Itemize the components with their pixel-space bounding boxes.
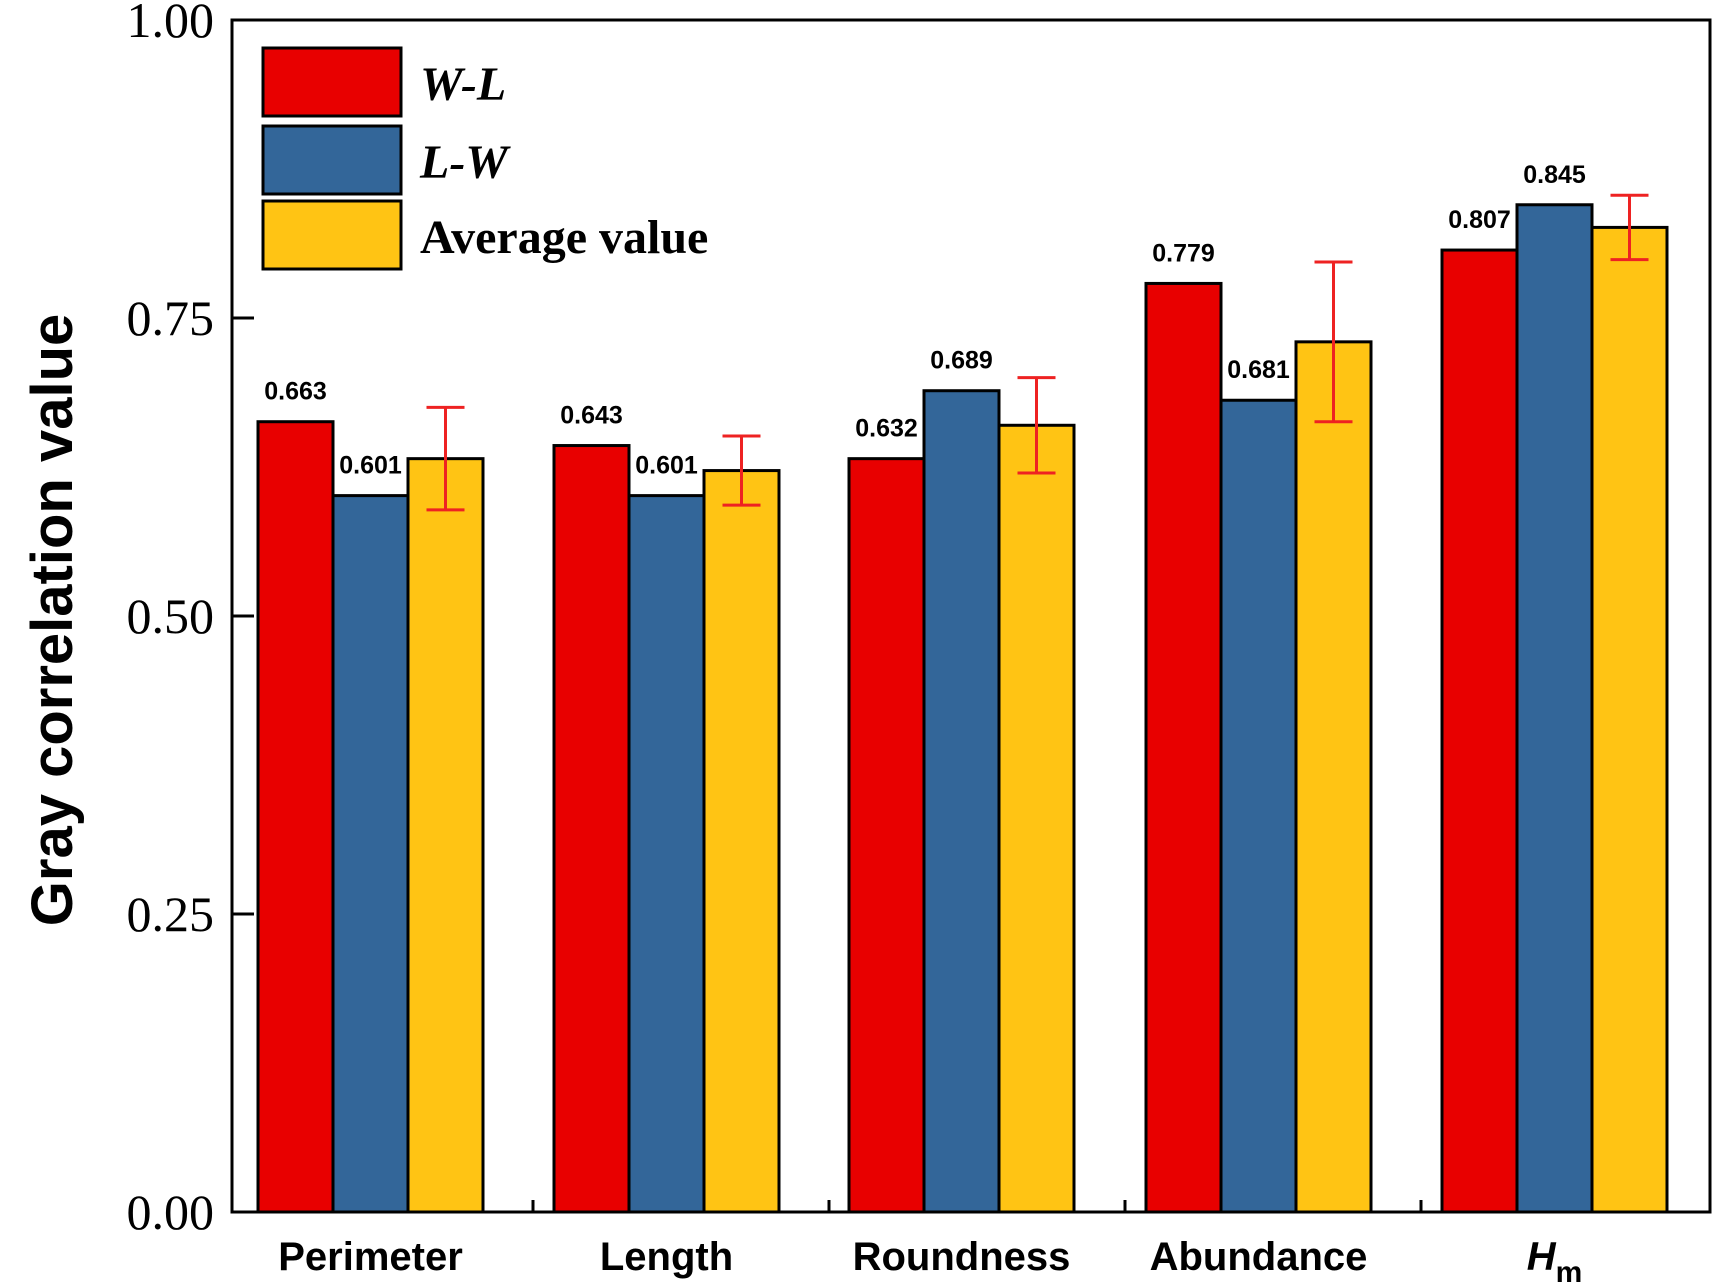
y-tick-label-0: 0.00 (127, 1184, 215, 1240)
bar-l-w-1 (627, 494, 706, 1214)
error-bar-0 (426, 405, 465, 512)
data-label-0-0: 0.663 (264, 378, 327, 406)
bar-w-l-0 (256, 420, 335, 1214)
category-label-0: Perimeter (278, 1235, 463, 1279)
category-label-2: Roundness (853, 1235, 1071, 1279)
bar-average-value-1 (702, 469, 781, 1214)
data-label-1-0: 0.601 (339, 452, 402, 480)
bar-l-w-2 (922, 389, 1001, 1214)
bar-w-l-2 (847, 457, 926, 1214)
data-label-0-3: 0.779 (1152, 239, 1215, 267)
category-label-1: Length (600, 1235, 733, 1279)
error-bar-1 (722, 434, 761, 507)
y-tick-label-2: 0.50 (127, 588, 215, 644)
data-label-1-2: 0.689 (930, 347, 993, 375)
bar-average-value-0 (406, 457, 485, 1214)
legend-label-2: Average value (420, 211, 708, 264)
bar-l-w-3 (1219, 398, 1298, 1214)
data-label-0-4: 0.807 (1448, 206, 1511, 234)
category-label-4: Hm (1527, 1235, 1583, 1288)
legend-swatch-0 (261, 46, 403, 118)
legend-swatch-1 (261, 124, 403, 196)
bar-l-w-4 (1515, 203, 1594, 1214)
y-tick-label-3: 0.75 (127, 290, 215, 346)
bar-w-l-1 (552, 444, 631, 1214)
error-bar-2 (1017, 376, 1056, 475)
legend-swatch-2 (261, 199, 403, 271)
data-label-0-2: 0.632 (855, 415, 918, 443)
legend-label-1: L-W (419, 136, 511, 189)
data-label-1-4: 0.845 (1523, 161, 1586, 189)
bar-l-w-0 (331, 494, 410, 1214)
error-bar-3 (1314, 260, 1353, 424)
category-label-3: Abundance (1150, 1235, 1368, 1279)
y-axis-label: Gray correlation value (20, 314, 85, 926)
data-label-0-1: 0.643 (560, 402, 623, 430)
y-tick-label-1: 0.25 (127, 886, 215, 942)
legend-label-0: W-L (420, 58, 506, 111)
y-tick-label-4: 1.00 (127, 0, 215, 48)
bar-average-value-2 (997, 423, 1076, 1214)
error-bar-4 (1610, 193, 1649, 262)
bar-average-value-4 (1590, 225, 1669, 1214)
data-label-1-3: 0.681 (1227, 356, 1290, 384)
bar-w-l-3 (1144, 281, 1223, 1214)
bar-average-value-3 (1294, 340, 1373, 1214)
bar-w-l-4 (1440, 248, 1519, 1214)
data-label-1-1: 0.601 (635, 452, 698, 480)
